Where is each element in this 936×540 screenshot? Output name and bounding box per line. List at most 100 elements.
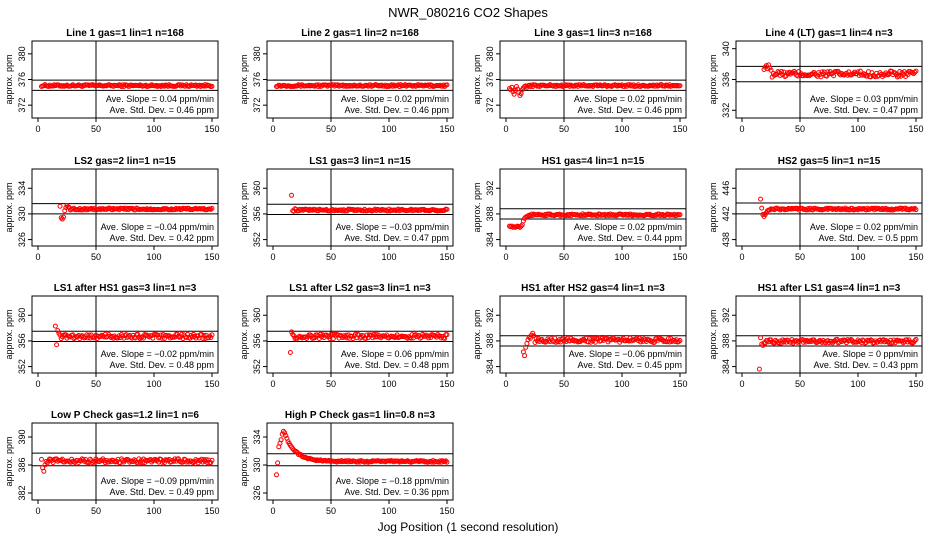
data-point [371,331,377,337]
slope-annotation: Ave. Slope = −0.03 ppm/min [336,222,449,232]
slope-annotation: Ave. Slope = 0.04 ppm/min [106,94,214,104]
y-tick-label: 382 [17,485,27,500]
data-point [61,214,67,220]
x-tick-label: 0 [270,379,275,389]
data-point [832,206,838,212]
data-point [616,336,622,342]
plot-frame [499,168,687,247]
panel-8: HS2 gas=5 lin=1 n=15 0 50 100 150 438 442 446ap… [708,156,924,262]
data-point [283,433,289,439]
panel-title: Line 3 gas=1 lin=3 n=168 [534,28,652,39]
x-tick-label: 50 [326,506,336,516]
data-point [443,458,449,464]
slope-annotation: Ave. Slope = −0.09 ppm/min [101,476,214,486]
data-point [408,82,414,88]
data-point [85,335,91,341]
figure-xlabel: Jog Position (1 second resolution) [378,520,559,534]
data-point [677,212,683,218]
data-point [904,337,910,343]
data-point [289,192,295,198]
data-point [677,338,683,344]
data-point [574,82,580,88]
y-tick-label: 376 [252,72,262,87]
data-point [287,349,293,355]
x-tick-label: 50 [91,506,101,516]
y-axis-label: approx. ppm [472,54,482,104]
panel-13: Low P Check gas=1.2 lin=1 n=6 0 50 100 150 38… [4,410,220,516]
data-point [759,205,765,211]
slope-annotation: Ave. Slope = −0.06 ppm/min [569,349,682,359]
data-point [273,472,279,478]
x-tick-label: 0 [35,506,40,516]
data-point [129,335,135,341]
data-point [444,82,450,88]
x-tick-label: 0 [503,124,508,134]
data-point [444,206,450,212]
data-point [185,458,191,464]
data-point [84,332,90,338]
data-point [343,332,349,338]
panel-title: Line 2 gas=1 lin=2 n=168 [301,28,419,39]
data-point [178,83,184,89]
std-annotation: Ave. Std. Dev. = 0.42 ppm [110,233,214,243]
x-tick-label: 0 [270,506,275,516]
data-point [602,211,608,217]
data-point [173,205,179,211]
y-tick-label: 326 [252,485,262,500]
data-point [766,62,772,68]
y-tick-label: 438 [721,232,731,247]
x-tick-label: 150 [672,379,687,389]
data-point [209,83,215,89]
y-axis-label: approx. ppm [708,54,718,104]
std-annotation: Ave. Std. Dev. = 0.43 ppm [814,360,918,370]
plot-frame [266,295,454,374]
data-point [275,460,281,466]
panel-6: LS1 gas=3 lin=1 n=15 0 50 100 150 352 356 360ap… [239,156,455,262]
data-point [677,83,683,89]
data-point [209,332,215,338]
y-axis-label: approx. ppm [239,309,249,359]
data-point [834,206,840,212]
y-tick-label: 372 [17,98,27,113]
data-point [567,83,573,89]
x-tick-label: 150 [439,379,454,389]
y-tick-label: 384 [485,359,495,374]
y-axis-label: approx. ppm [472,309,482,359]
data-point [509,84,515,90]
data-point [203,83,209,89]
y-tick-label: 326 [17,232,27,247]
data-point [208,335,214,341]
y-axis-label: approx. ppm [4,54,14,104]
data-point [824,205,830,211]
x-tick-label: 50 [559,379,569,389]
data-point [758,196,764,202]
y-tick-label: 330 [252,457,262,472]
x-tick-label: 0 [739,252,744,262]
std-annotation: Ave. Std. Dev. = 0.48 ppm [345,360,449,370]
data-point [520,218,526,224]
data-point [350,83,356,89]
y-tick-label: 380 [17,46,27,61]
data-point [177,206,183,212]
data-point [856,72,862,78]
y-tick-label: 360 [252,181,262,196]
plot-frame [31,295,219,374]
x-tick-label: 0 [270,252,275,262]
x-tick-label: 50 [91,124,101,134]
x-tick-label: 50 [559,252,569,262]
x-tick-label: 100 [850,252,865,262]
x-tick-label: 50 [795,379,805,389]
std-annotation: Ave. Std. Dev. = 0.45 ppm [578,360,682,370]
y-tick-label: 376 [485,72,495,87]
y-tick-label: 392 [485,308,495,323]
data-point [83,456,89,462]
data-point [275,83,281,89]
data-point [318,331,324,337]
y-axis-label: approx. ppm [4,182,14,232]
data-point [818,74,824,80]
panel-12: HS1 after LS1 gas=4 lin=1 n=3 0 50 100 150 38… [708,283,924,389]
panel-title: HS1 after LS1 gas=4 lin=1 n=3 [758,283,901,294]
data-point [593,82,599,88]
y-tick-label: 372 [252,98,262,113]
y-tick-label: 376 [17,72,27,87]
